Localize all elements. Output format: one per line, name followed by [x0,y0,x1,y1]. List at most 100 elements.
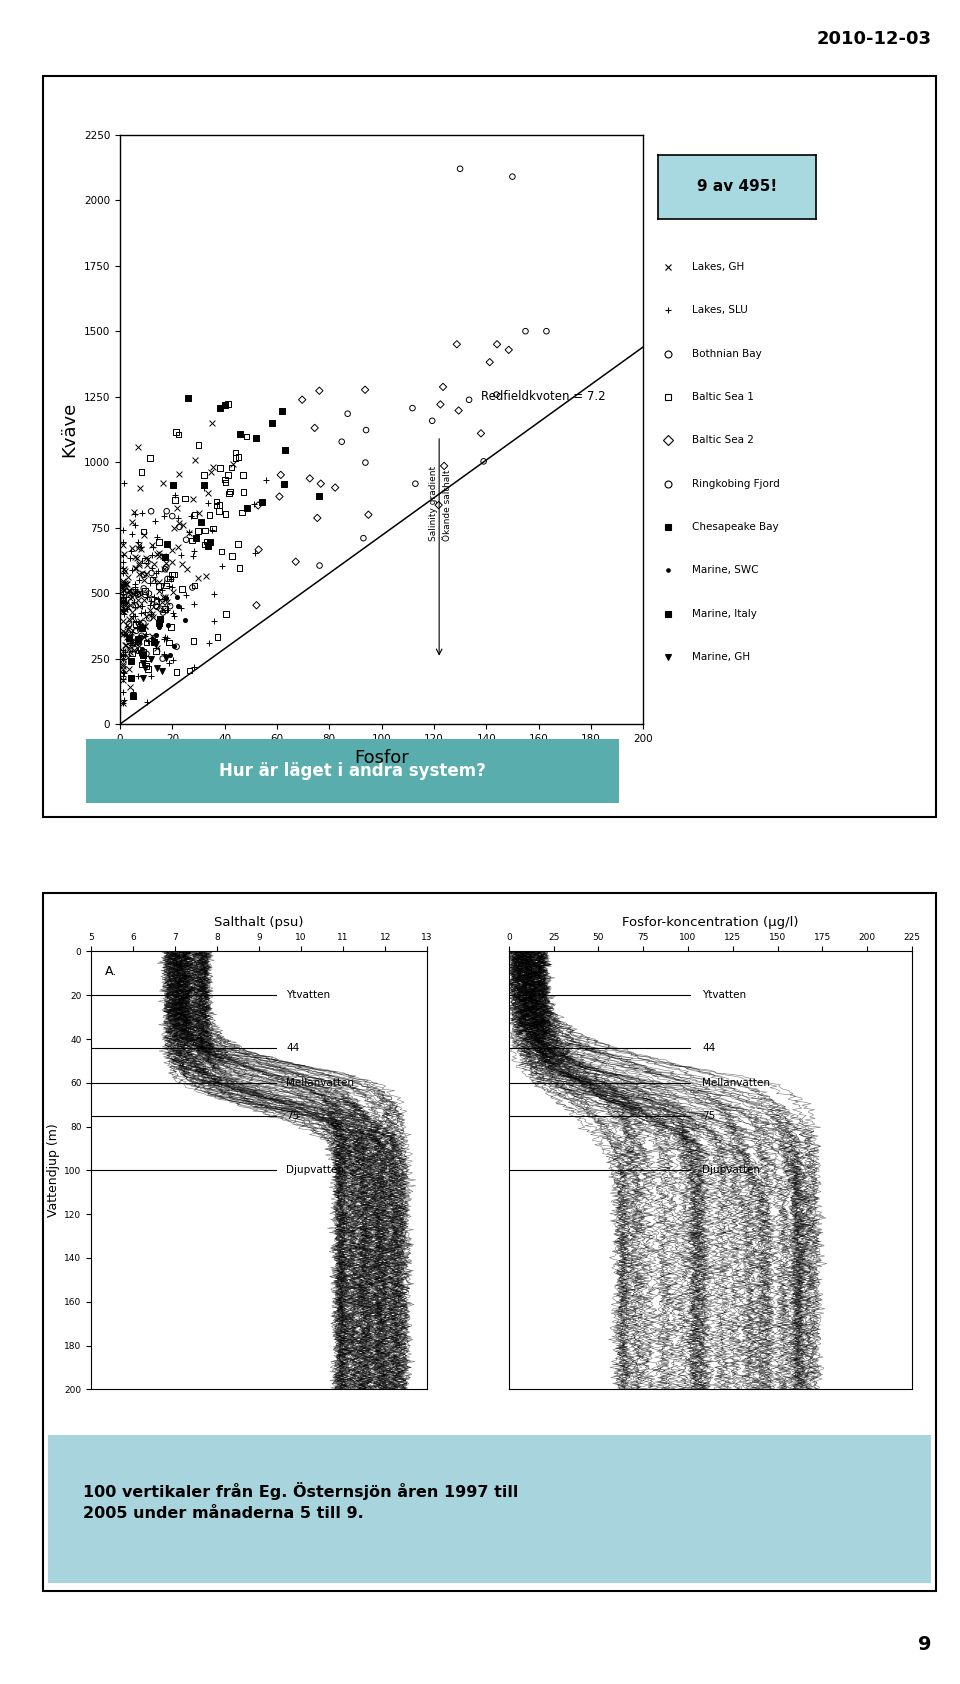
Lakes, GH [121,626,136,653]
Lakes, SLU [142,591,157,618]
Lakes, GH [118,589,133,616]
Lakes, GH [147,551,162,578]
Bothnian Bay [179,527,194,554]
Baltic Sea 1 [124,640,139,667]
Marine, Italy [131,625,146,652]
Lakes, GH [120,616,135,643]
Lakes, GH [115,583,131,610]
Lakes, SLU [161,573,177,600]
Baltic Sea 1 [163,613,179,640]
Lakes, GH [121,578,136,605]
Bothnian Bay [158,554,174,581]
Lakes, SLU [139,583,155,610]
Lakes, SLU [125,557,140,584]
Lakes, SLU [186,537,202,564]
Lakes, SLU [138,620,154,647]
Lakes, GH [136,522,152,549]
Marine, GH [150,655,165,682]
Text: Ringkobing Fjord: Ringkobing Fjord [691,478,780,488]
Baltic Sea 1 [230,443,246,470]
Lakes, GH [133,536,149,562]
Lakes, SLU [163,566,179,593]
Ringkobing Fjord [408,470,423,497]
Baltic Sea 1 [230,530,246,557]
Marine, Italy [123,665,138,692]
Lakes, SLU [159,596,175,623]
Lakes, SLU [130,615,145,642]
Baltic Sea 1 [225,542,240,569]
Lakes, GH [131,549,146,576]
Lakes, SLU [148,507,163,534]
Lakes, GH [115,586,131,613]
Lakes, GH [156,542,171,569]
Lakes, SLU [134,500,150,527]
Lakes, GH [115,576,131,603]
Lakes, GH [132,608,148,635]
Lakes, SLU [145,534,160,561]
Lakes, GH [151,568,166,594]
Lakes, GH [116,541,132,568]
Lakes, GH [147,566,162,593]
Baltic Sea 1 [214,537,229,564]
Lakes, GH [117,571,132,598]
Bothnian Bay [149,593,164,620]
Lakes, GH [121,606,136,633]
Chesapeake Bay [201,532,216,559]
Lakes, SLU [119,596,134,623]
Baltic Sea 1 [199,529,214,556]
Lakes, SLU [127,571,142,598]
Lakes, SLU [129,578,144,605]
Ringkobing Fjord [358,416,373,443]
Ringkobing Fjord [334,428,349,455]
Lakes, SLU [131,662,146,689]
Lakes, SLU [206,608,222,635]
Lakes, GH [136,586,152,613]
Bothnian Bay [139,640,155,667]
Marine, SWC [167,632,182,658]
Baltic Sea 1 [211,492,227,519]
Baltic Sea 2 [436,374,451,401]
Lakes, SLU [186,653,202,680]
Ringkobing Fjord [405,394,420,421]
Baltic Sea 1 [217,466,232,493]
Lakes, GH [123,578,138,605]
Lakes, SLU [115,581,131,608]
Baltic Sea 2 [272,483,287,510]
Lakes, GH [138,561,154,588]
Bothnian Bay [141,579,156,606]
Baltic Sea 2 [302,465,318,492]
Point [517,318,533,345]
Text: Marine, GH: Marine, GH [691,652,750,662]
Marine, SWC [171,593,186,620]
Baltic Sea 2 [251,492,266,519]
Bothnian Bay [138,581,154,608]
Lakes, GH [124,509,139,536]
Lakes, GH [116,576,132,603]
Baltic Sea 1 [162,566,178,593]
Lakes, GH [115,569,131,596]
Text: Marine, SWC: Marine, SWC [691,566,758,576]
Lakes, GH [117,556,132,583]
Bothnian Bay [134,623,150,650]
Text: Marine, Italy: Marine, Italy [691,610,756,618]
Chesapeake Bay [196,472,211,498]
Baltic Sea 1 [231,554,247,581]
Marine, GH [149,630,164,657]
Baltic Sea 1 [174,576,189,603]
Bothnian Bay [131,581,146,608]
Baltic Sea 1 [149,588,164,615]
Lakes, GH [132,579,147,606]
Text: Djupvatten: Djupvatten [286,1165,344,1175]
Lakes, GH [152,542,167,569]
Baltic Sea 2 [501,337,516,364]
Lakes, GH [135,642,151,669]
Baltic Sea 1 [235,461,251,488]
Baltic Sea 2 [473,419,489,446]
Baltic Sea 1 [137,547,153,574]
Text: 100 vertikaler från Eg. Östernsjön åren 1997 till
2005 under månaderna 5 till 9.: 100 vertikaler från Eg. Östernsjön åren … [84,1482,518,1521]
Lakes, SLU [116,620,132,647]
Text: Bothnian Bay: Bothnian Bay [691,349,761,359]
Lakes, GH [181,520,197,547]
Lakes, SLU [127,594,142,621]
Lakes, GH [149,635,164,662]
